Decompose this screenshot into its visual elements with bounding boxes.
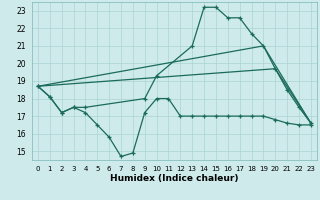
X-axis label: Humidex (Indice chaleur): Humidex (Indice chaleur) bbox=[110, 174, 239, 183]
